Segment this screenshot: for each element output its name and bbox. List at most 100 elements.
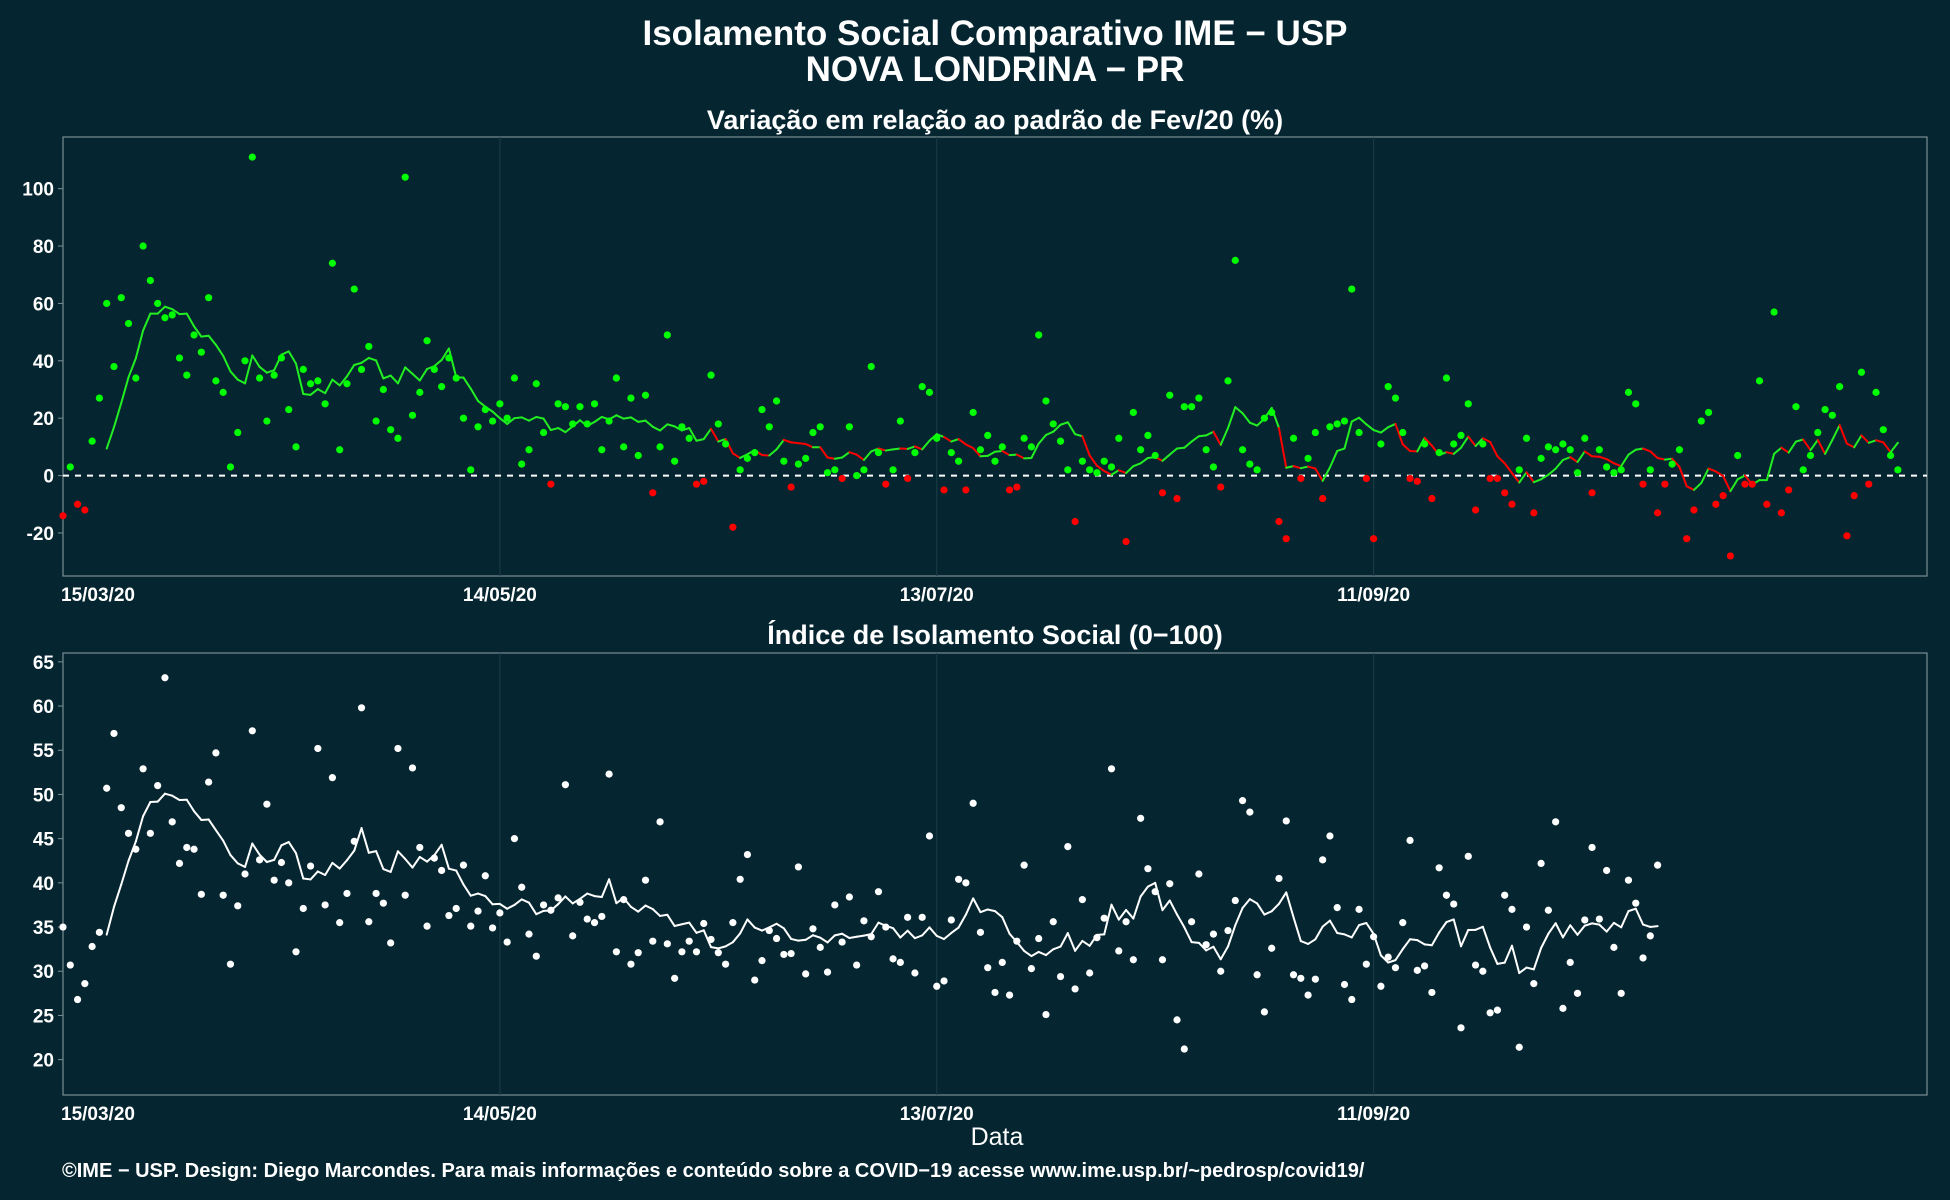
moving-average-segment <box>1372 429 1382 434</box>
data-point <box>678 948 686 956</box>
moving-average-segment <box>1540 473 1550 481</box>
moving-average-segment <box>1591 922 1601 926</box>
data-point <box>1268 408 1276 417</box>
moving-average-segment <box>324 861 334 877</box>
data-point <box>532 380 540 388</box>
data-point <box>241 357 249 365</box>
data-point <box>241 870 249 878</box>
moving-average-segment <box>964 897 975 916</box>
moving-average-segment <box>695 438 705 442</box>
data-point <box>816 423 824 431</box>
data-point <box>736 875 744 883</box>
moving-average-segment <box>644 419 654 428</box>
moving-average-segment <box>1722 474 1732 493</box>
moving-average-segment <box>964 443 975 450</box>
moving-average-segment <box>1161 453 1171 462</box>
data-point <box>1471 961 1480 969</box>
moving-average-segment <box>1227 924 1237 948</box>
data-point <box>1413 477 1421 485</box>
moving-average-segment <box>112 402 123 429</box>
moving-average-segment <box>1117 908 1128 921</box>
data-point <box>918 913 926 921</box>
moving-average-segment <box>513 898 523 906</box>
moving-average-segment <box>1190 435 1200 443</box>
moving-average-segment <box>127 840 137 862</box>
data-point <box>612 948 620 956</box>
moving-average-segment <box>1889 441 1899 454</box>
moving-average-segment <box>1037 950 1047 957</box>
data-point <box>488 924 497 932</box>
data-point <box>634 451 642 460</box>
data-point <box>1836 383 1844 391</box>
data-point <box>1719 492 1727 500</box>
data-point <box>772 397 781 405</box>
data-point <box>255 856 264 864</box>
moving-average-segment <box>1321 919 1331 928</box>
data-point <box>554 400 562 408</box>
data-point <box>328 259 337 267</box>
data-point <box>1370 535 1378 543</box>
y-tick-label: -20 <box>27 524 54 545</box>
data-point <box>1814 428 1822 437</box>
moving-average-segment <box>1125 465 1135 475</box>
data-point <box>1224 926 1232 935</box>
moving-average-segment <box>1241 898 1251 909</box>
moving-average-segment <box>906 445 916 450</box>
moving-average-segment <box>1066 421 1077 436</box>
moving-average-segment <box>1350 416 1361 423</box>
moving-average-segment <box>1277 427 1288 469</box>
moving-average-segment <box>811 934 822 939</box>
data-point <box>110 729 118 738</box>
data-point <box>1275 517 1283 526</box>
y-tick-label: 60 <box>33 294 54 315</box>
data-point <box>1537 859 1545 867</box>
data-point <box>350 285 358 293</box>
data-point <box>387 426 395 434</box>
data-point <box>656 818 664 826</box>
data-point <box>1260 1008 1269 1016</box>
data-point <box>496 400 504 408</box>
moving-average-segment <box>1678 465 1688 488</box>
data-point <box>248 727 256 735</box>
moving-average-segment <box>1365 921 1375 935</box>
moving-average-segment <box>1809 438 1819 452</box>
moving-average-segment <box>1066 932 1077 952</box>
data-point <box>889 955 897 963</box>
moving-average-segment <box>994 910 1004 919</box>
moving-average-segment <box>1729 478 1739 493</box>
data-point <box>1566 958 1574 967</box>
moving-average-segment <box>1489 440 1499 458</box>
moving-average-segment <box>520 898 530 904</box>
data-point <box>1573 469 1582 477</box>
data-point <box>729 919 737 927</box>
data-point <box>1209 463 1218 471</box>
moving-average-segment <box>134 815 145 843</box>
moving-average-segment <box>1540 932 1550 950</box>
data-point <box>1115 434 1123 442</box>
moving-average-segment <box>1343 933 1353 939</box>
data-point <box>962 879 970 887</box>
moving-average-segment <box>892 447 902 451</box>
data-point <box>481 872 489 880</box>
data-point <box>1013 483 1021 491</box>
data-point <box>1158 956 1167 964</box>
data-point <box>933 434 941 442</box>
data-point <box>1362 474 1370 483</box>
data-point <box>1340 417 1349 425</box>
data-point <box>853 961 861 969</box>
data-point <box>1064 466 1072 474</box>
moving-average-segment <box>280 841 290 847</box>
moving-average-segment <box>804 443 814 449</box>
data-point <box>627 394 635 402</box>
moving-average-segment <box>1336 447 1346 452</box>
moving-average-segment <box>1139 885 1149 898</box>
moving-average-segment <box>826 934 836 944</box>
moving-average-segment <box>1379 954 1390 964</box>
data-point <box>1508 500 1516 508</box>
moving-average-segment <box>688 427 698 442</box>
data-point <box>408 764 417 772</box>
data-point <box>882 480 890 488</box>
moving-average-segment <box>731 452 742 459</box>
data-point <box>1501 489 1509 497</box>
moving-average-segment <box>1423 436 1433 447</box>
